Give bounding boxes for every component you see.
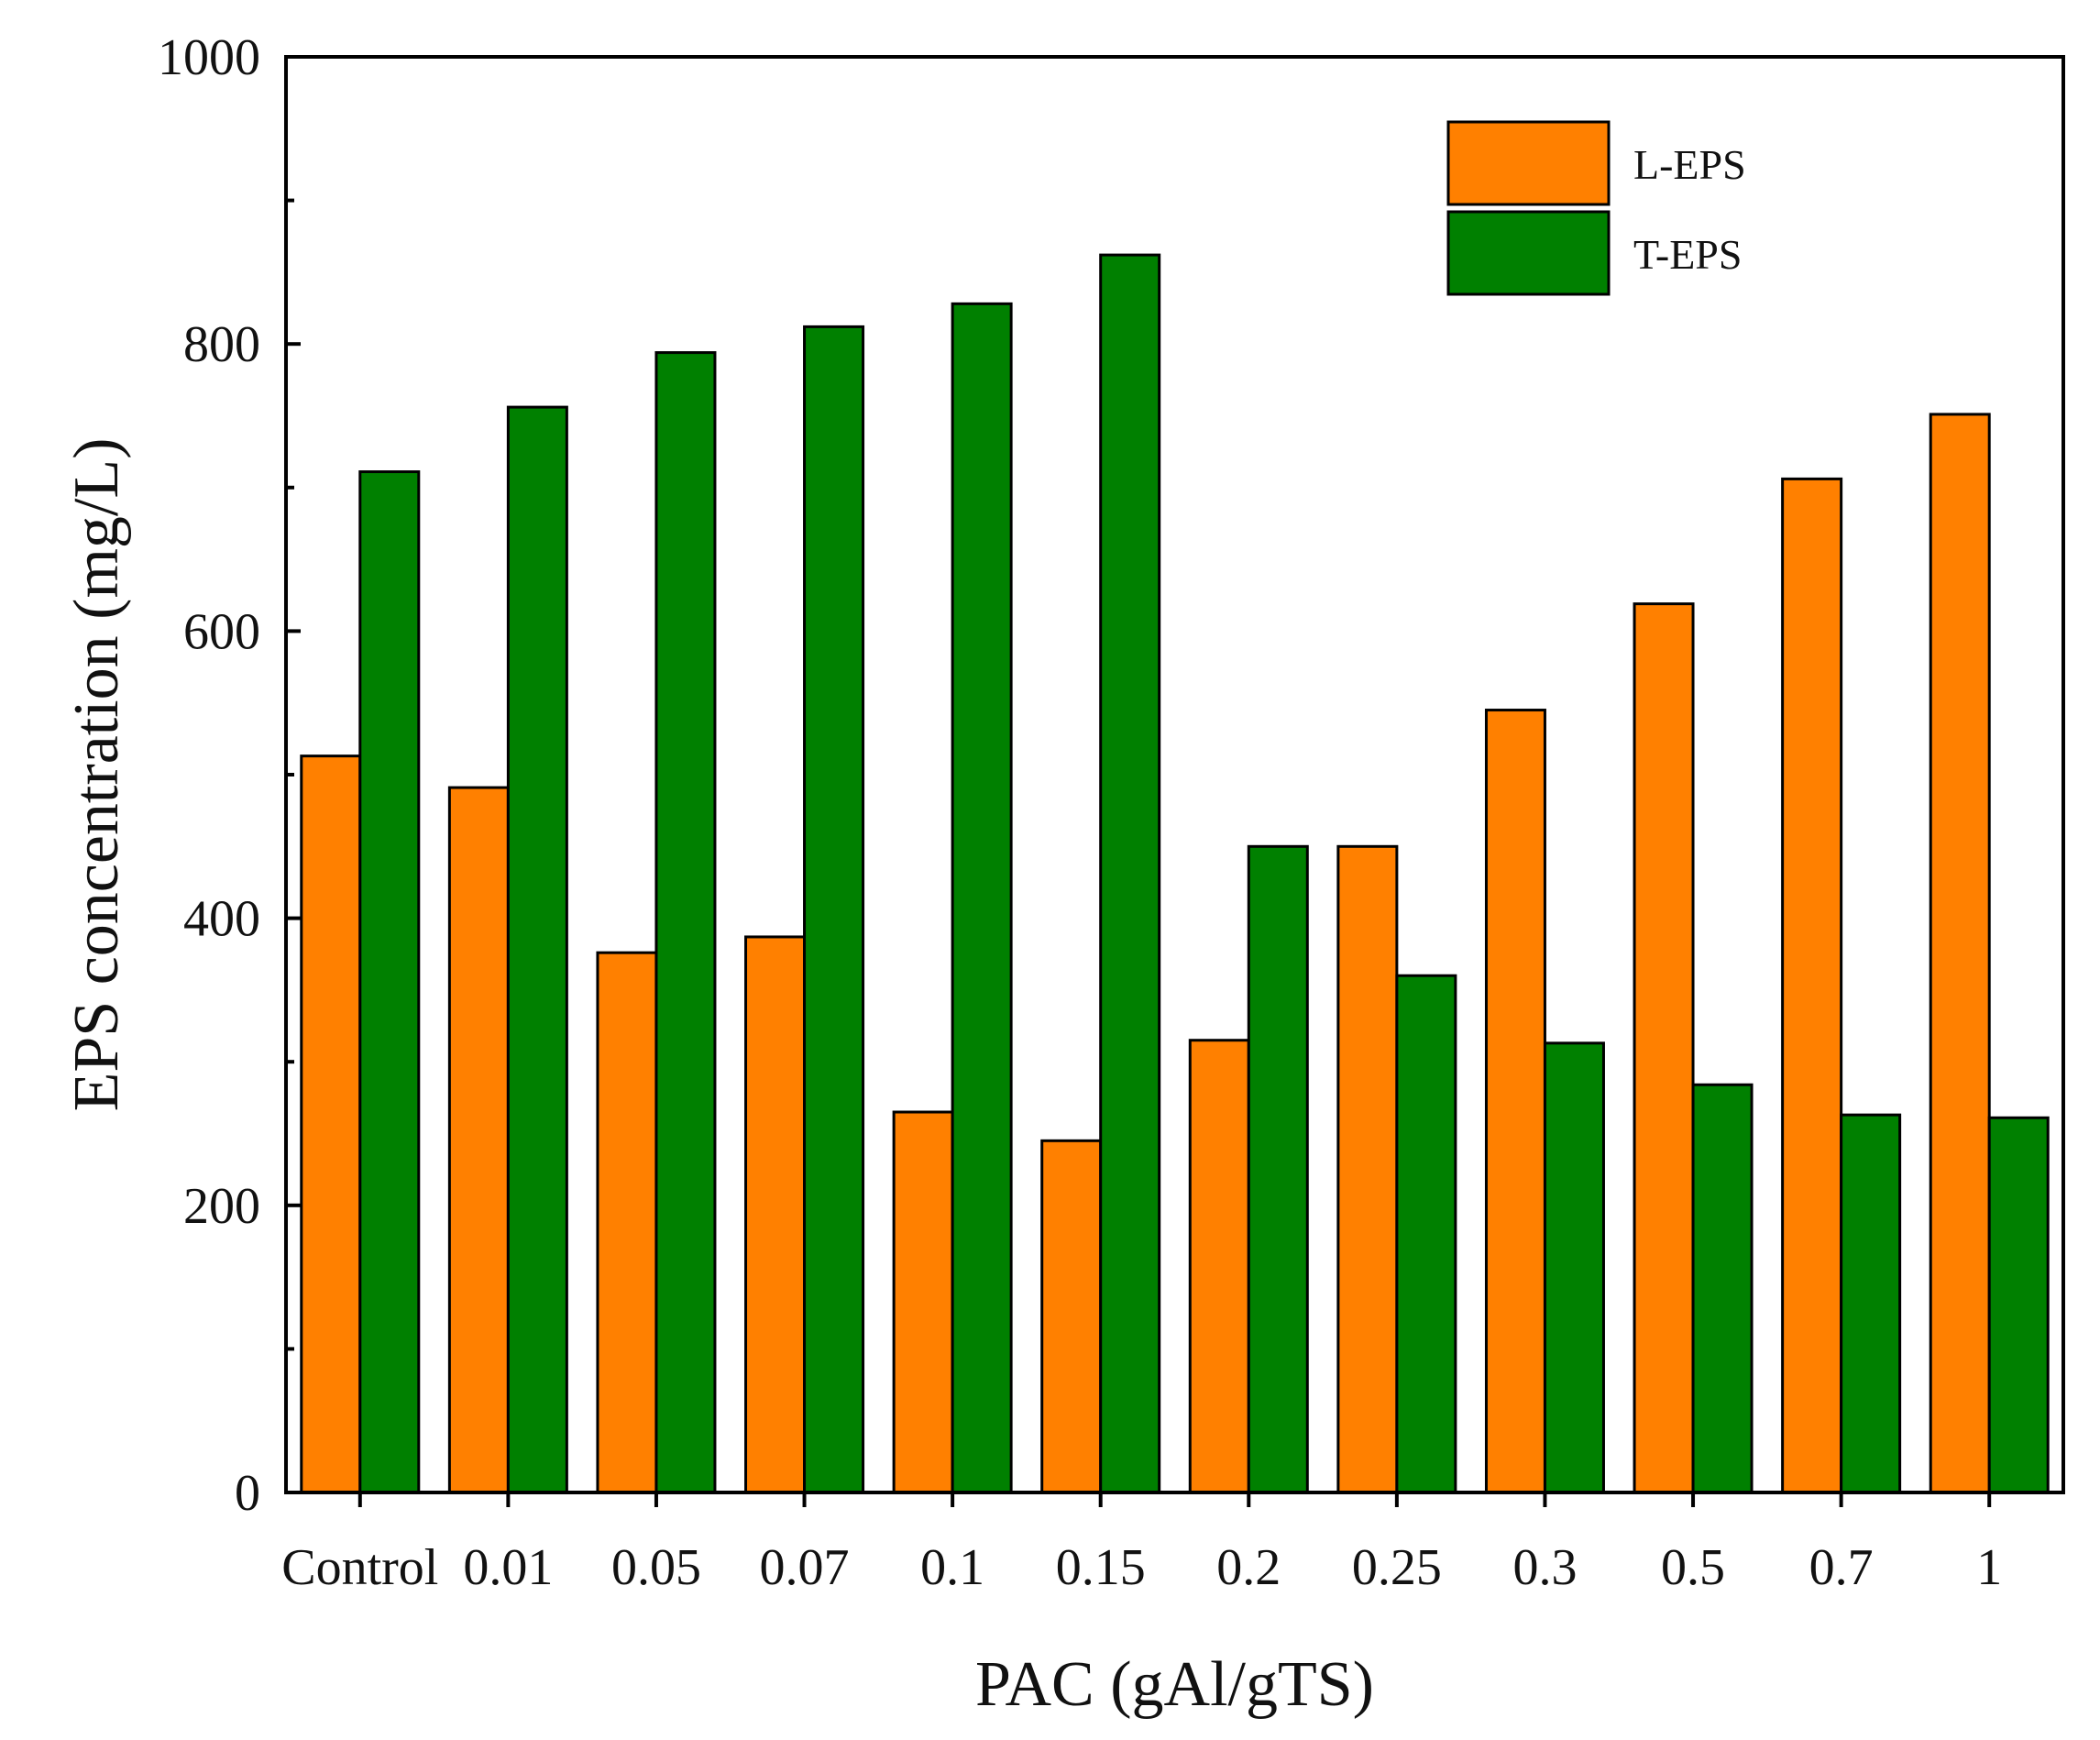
bar-l-eps-0.07 — [744, 935, 807, 1494]
bar-l-eps-0.25 — [1336, 844, 1399, 1494]
legend-label-t-eps: T-EPS — [1633, 231, 1742, 278]
bar-l-eps-0.1 — [892, 1110, 954, 1494]
legend-label-l-eps: L-EPS — [1633, 141, 1746, 188]
x-tick-label: 0.07 — [760, 1539, 850, 1596]
x-tick-label: Control — [281, 1539, 438, 1596]
legend-swatch-t-eps — [1446, 210, 1611, 296]
x-tick-label: 0.15 — [1056, 1539, 1146, 1596]
legend: L-EPS T-EPS — [1446, 120, 1746, 296]
x-tick-label: 0.05 — [611, 1539, 701, 1596]
bar-t-eps-1 — [1987, 1116, 2050, 1494]
bar-l-eps-0.2 — [1188, 1039, 1250, 1494]
legend-swatch-l-eps — [1446, 120, 1611, 206]
axes-group: 0 200 400 600 800 1000 Control 0.01 0.05 0.07 0.1 0… — [158, 29, 2065, 1596]
y-tick-label: 0 — [235, 1465, 260, 1522]
x-axis-title: PAC (gAl/gTS) — [975, 1649, 1374, 1720]
bar-t-eps-0.2 — [1247, 844, 1309, 1494]
bar-t-eps-0.7 — [1840, 1113, 1902, 1494]
y-axis-title: EPS concentration (mg/L) — [61, 438, 132, 1112]
bar-t-eps-0.15 — [1099, 253, 1161, 1494]
y-tick-label: 800 — [183, 316, 260, 373]
bar-t-eps-0.1 — [951, 302, 1013, 1494]
x-tick-label: 0.2 — [1216, 1539, 1281, 1596]
bar-l-eps-control — [300, 754, 362, 1494]
bar-t-eps-0.25 — [1395, 974, 1457, 1494]
bar-t-eps-0.3 — [1543, 1041, 1605, 1494]
y-tick-label: 600 — [183, 603, 260, 660]
x-tick-label: 0.3 — [1512, 1539, 1577, 1596]
x-tick-label: 1 — [1976, 1539, 2002, 1596]
bar-t-eps-0.07 — [803, 325, 865, 1494]
bar-l-eps-0.01 — [447, 786, 510, 1494]
x-tick-label: 0.25 — [1352, 1539, 1442, 1596]
x-tick-label: 0.01 — [463, 1539, 553, 1596]
bars-group — [300, 253, 2050, 1494]
y-tick-label: 200 — [183, 1178, 260, 1235]
bar-t-eps-0.01 — [506, 405, 568, 1494]
bar-l-eps-0.3 — [1484, 709, 1546, 1494]
bar-t-eps-control — [358, 470, 421, 1494]
bar-l-eps-1 — [1929, 413, 1991, 1494]
bar-l-eps-0.05 — [596, 951, 658, 1494]
bar-t-eps-0.5 — [1691, 1083, 1754, 1494]
x-tick-label: 0.1 — [920, 1539, 984, 1596]
y-tick-label: 1000 — [158, 29, 260, 86]
y-tick-label: 400 — [183, 891, 260, 948]
bar-l-eps-0.7 — [1781, 477, 1843, 1494]
bar-l-eps-0.15 — [1040, 1139, 1103, 1494]
bar-l-eps-0.5 — [1633, 602, 1695, 1494]
x-tick-label: 0.7 — [1809, 1539, 1874, 1596]
bar-t-eps-0.05 — [654, 351, 717, 1494]
x-tick-label: 0.5 — [1661, 1539, 1725, 1596]
